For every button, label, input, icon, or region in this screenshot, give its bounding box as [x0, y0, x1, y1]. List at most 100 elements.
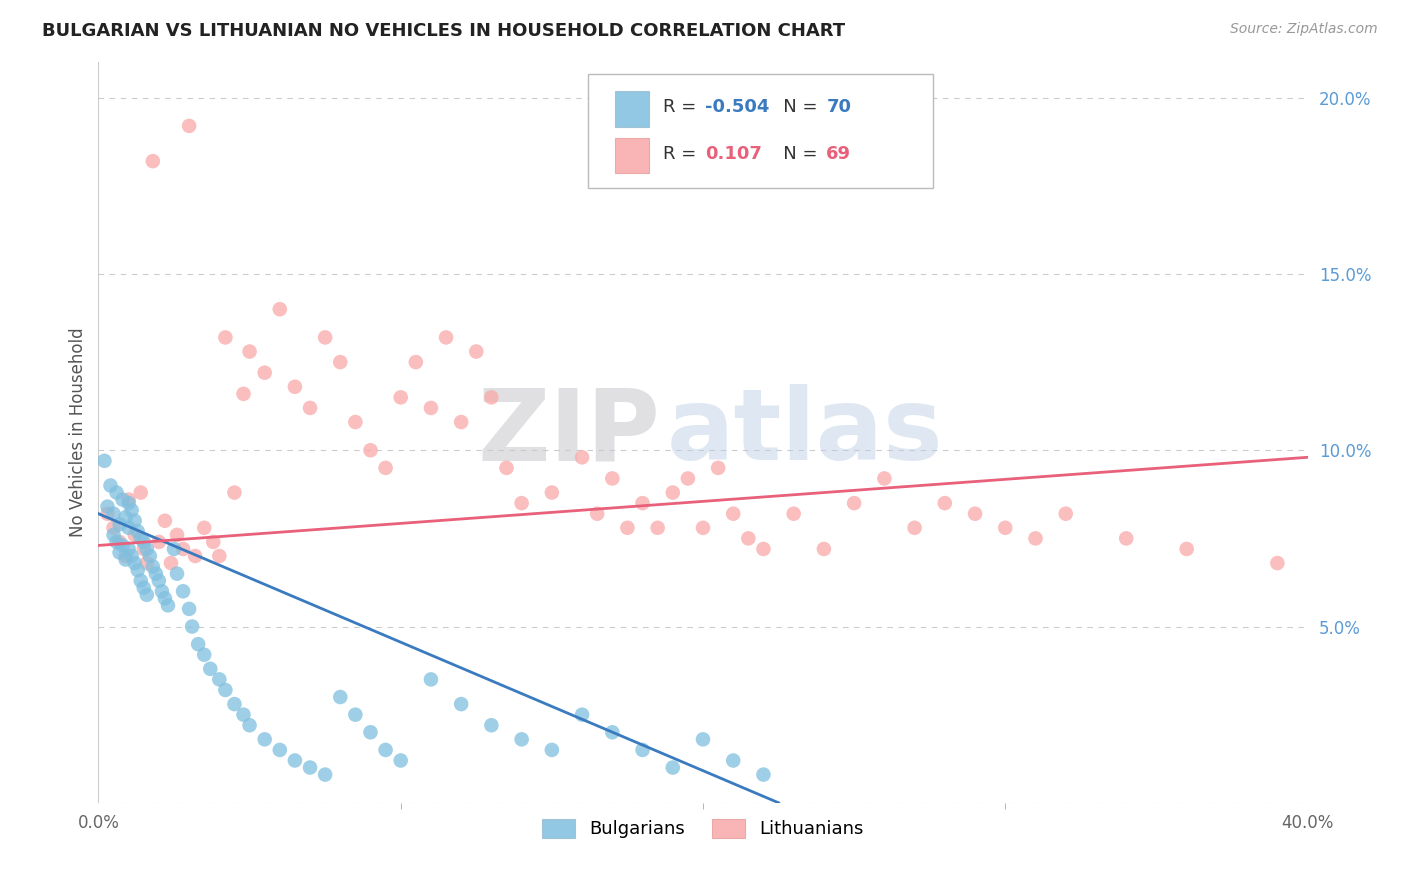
Point [904, 521, 927, 535]
Point [103, 521, 125, 535]
Point [783, 507, 806, 521]
Point [737, 532, 759, 546]
Point [420, 401, 443, 415]
Point [135, 541, 157, 556]
Text: N =: N = [766, 98, 823, 116]
Point [224, 485, 246, 500]
Point [214, 683, 236, 698]
Point [510, 496, 533, 510]
Point [495, 461, 517, 475]
Point [752, 767, 775, 781]
Point [631, 496, 654, 510]
Point [284, 754, 307, 768]
Point [450, 415, 472, 429]
Point [707, 461, 730, 475]
Text: Source: ZipAtlas.com: Source: ZipAtlas.com [1230, 22, 1378, 37]
Point [602, 725, 624, 739]
Point [616, 521, 638, 535]
Point [208, 673, 231, 687]
Point [752, 541, 775, 556]
Point [108, 535, 131, 549]
Point [813, 541, 835, 556]
Point [105, 535, 128, 549]
Point [873, 471, 896, 485]
Text: -0.504: -0.504 [706, 98, 770, 116]
Point [105, 485, 128, 500]
Point [148, 574, 170, 588]
Point [184, 549, 207, 563]
Point [108, 517, 131, 532]
Point [420, 673, 443, 687]
Point [153, 514, 176, 528]
Point [631, 743, 654, 757]
Point [661, 485, 683, 500]
Point [253, 732, 276, 747]
Point [142, 154, 165, 169]
Point [389, 754, 412, 768]
Point [374, 743, 396, 757]
Point [118, 541, 141, 556]
Point [540, 743, 562, 757]
Text: 69: 69 [827, 145, 852, 162]
Point [224, 697, 246, 711]
Point [299, 760, 322, 774]
Point [208, 549, 231, 563]
Text: R =: R = [664, 145, 702, 162]
Point [96, 507, 118, 521]
Point [135, 556, 157, 570]
Point [299, 401, 322, 415]
Point [202, 535, 225, 549]
Point [96, 500, 118, 514]
Point [114, 549, 136, 563]
Point [132, 535, 155, 549]
Point [1115, 532, 1137, 546]
Point [181, 619, 204, 633]
Point [329, 355, 352, 369]
Point [571, 707, 593, 722]
Point [360, 725, 382, 739]
Text: 70: 70 [827, 98, 852, 116]
Point [114, 552, 136, 566]
Point [1175, 541, 1198, 556]
Point [269, 302, 291, 317]
Point [156, 599, 179, 613]
Point [1024, 532, 1046, 546]
Point [100, 478, 122, 492]
Point [127, 524, 149, 539]
Point [118, 496, 141, 510]
Point [214, 330, 236, 344]
Point [571, 450, 593, 465]
Point [129, 574, 152, 588]
Point [934, 496, 956, 510]
Point [187, 637, 209, 651]
Point [465, 344, 488, 359]
FancyBboxPatch shape [588, 73, 932, 188]
Point [647, 521, 669, 535]
Point [965, 507, 987, 521]
Text: ZIP: ZIP [478, 384, 661, 481]
Point [602, 471, 624, 485]
Point [450, 697, 472, 711]
Bar [614, 138, 648, 173]
Point [481, 390, 503, 404]
Point [103, 528, 125, 542]
Point [132, 541, 155, 556]
Point [844, 496, 866, 510]
Point [510, 732, 533, 747]
Point [193, 648, 215, 662]
Point [405, 355, 427, 369]
Point [118, 492, 141, 507]
Point [163, 541, 186, 556]
Point [723, 507, 745, 521]
Legend: Bulgarians, Lithuanians: Bulgarians, Lithuanians [536, 812, 870, 846]
Point [145, 566, 167, 581]
Point [269, 743, 291, 757]
Point [374, 461, 396, 475]
Point [329, 690, 352, 704]
Point [135, 588, 157, 602]
Point [692, 732, 714, 747]
Point [124, 514, 146, 528]
Text: atlas: atlas [666, 384, 943, 481]
Point [232, 387, 254, 401]
Point [132, 581, 155, 595]
